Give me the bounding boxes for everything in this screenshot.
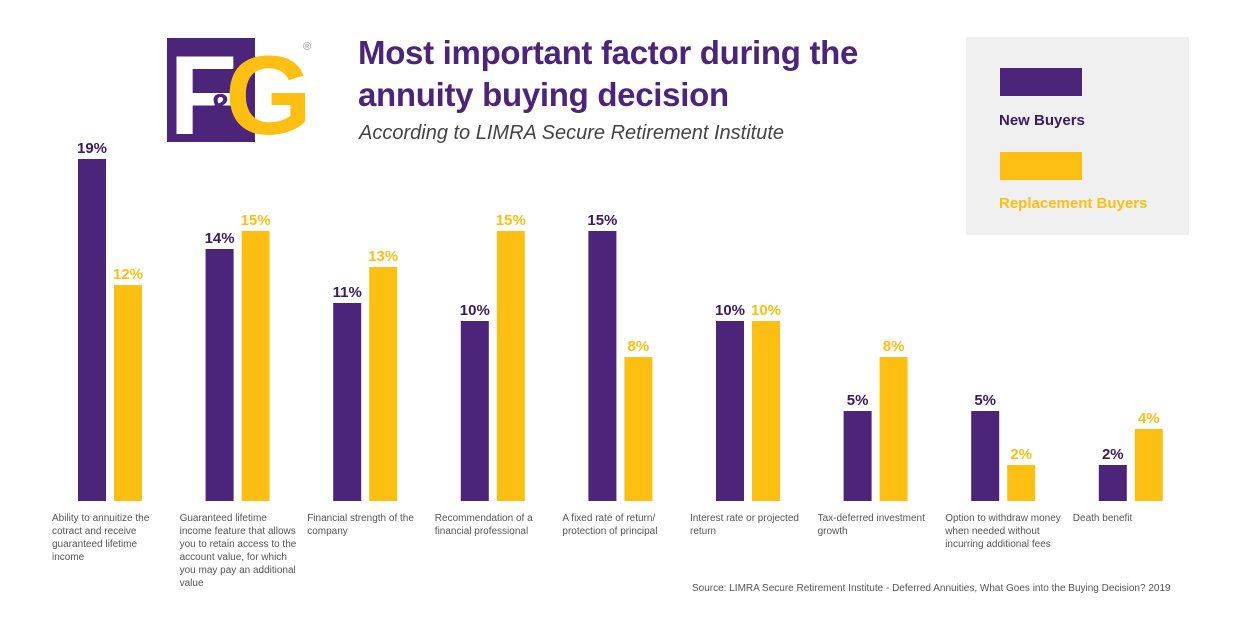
data-label-new-buyers: 10% (460, 302, 490, 319)
legend-label-replacement-buyers: Replacement Buyers (999, 195, 1148, 212)
category-label: Option to withdraw money when needed wit… (945, 513, 1061, 550)
data-label-new-buyers: 10% (715, 302, 745, 319)
data-label-replacement-buyers: 15% (496, 212, 526, 229)
category-label: Death benefit (1072, 513, 1133, 524)
category-label: Guaranteed lifetime income feature that … (179, 513, 297, 589)
bar-replacement-buyers (114, 285, 142, 501)
bar-new-buyers (460, 321, 489, 501)
title-line-1: Most important factor during the (358, 34, 859, 71)
chart-subtitle: According to LIMRA Secure Retirement Ins… (359, 122, 784, 144)
category-label: Interest rate or projected return (690, 513, 799, 537)
logo-letter-f: F (169, 38, 237, 142)
bar-new-buyers (333, 303, 362, 501)
data-label-replacement-buyers: 2% (1010, 446, 1032, 463)
data-label-replacement-buyers: 15% (241, 212, 271, 229)
category-label: A fixed rate of return/ protection of pr… (562, 513, 658, 537)
bar-replacement-buyers (241, 231, 270, 501)
bar-replacement-buyers (752, 321, 780, 501)
category-label: Tax-deferred investment growth (817, 513, 925, 537)
legend-label-new-buyers: New Buyers (999, 112, 1085, 129)
data-label-new-buyers: 11% (333, 284, 362, 301)
data-label-replacement-buyers: 13% (368, 248, 398, 265)
bar-replacement-buyers (624, 357, 653, 501)
chart-title: Most important factor during the annuity… (358, 32, 858, 116)
data-label-new-buyers: 15% (587, 212, 617, 229)
fg-logo: F G & ® (167, 38, 312, 142)
registered-mark: ® (303, 41, 311, 53)
legend-swatch-new-buyers (1000, 68, 1082, 96)
bar-new-buyers (588, 231, 617, 501)
source-note: Source: LIMRA Secure Retirement Institut… (692, 583, 1171, 594)
bar-new-buyers (971, 411, 1000, 501)
data-label-replacement-buyers: 10% (751, 302, 781, 319)
data-label-replacement-buyers: 8% (628, 338, 650, 355)
data-label-new-buyers: 5% (974, 392, 996, 409)
bar-replacement-buyers (1007, 465, 1036, 501)
data-label-replacement-buyers: 4% (1138, 410, 1160, 427)
bar-replacement-buyers (879, 357, 908, 501)
bar-new-buyers (78, 159, 106, 501)
bar-new-buyers (843, 411, 872, 501)
logo-ampersand: & (207, 87, 234, 129)
bar-new-buyers (716, 321, 744, 501)
logo-purple-block (167, 38, 255, 142)
data-label-new-buyers: 19% (77, 140, 107, 157)
title-line-2: annuity buying decision (358, 76, 729, 113)
legend-swatch-replacement-buyers (1000, 152, 1082, 180)
bar-replacement-buyers (369, 267, 398, 501)
data-label-replacement-buyers: 8% (883, 338, 905, 355)
category-label: Recommendation of a financial profession… (434, 513, 533, 537)
bar-new-buyers (1098, 465, 1127, 501)
category-label: Ability to annuitize the cotract and rec… (52, 513, 150, 563)
category-label: Financial strength of the company (307, 513, 414, 537)
legend: New Buyers Replacement Buyers (966, 37, 1189, 235)
data-label-new-buyers: 5% (847, 392, 869, 409)
logo-letter-g: G (225, 38, 312, 142)
data-label-new-buyers: 14% (205, 230, 235, 247)
bar-replacement-buyers (496, 231, 525, 501)
bar-new-buyers (205, 249, 234, 501)
data-label-replacement-buyers: 12% (113, 266, 143, 283)
data-label-new-buyers: 2% (1102, 446, 1124, 463)
bar-replacement-buyers (1134, 429, 1163, 501)
